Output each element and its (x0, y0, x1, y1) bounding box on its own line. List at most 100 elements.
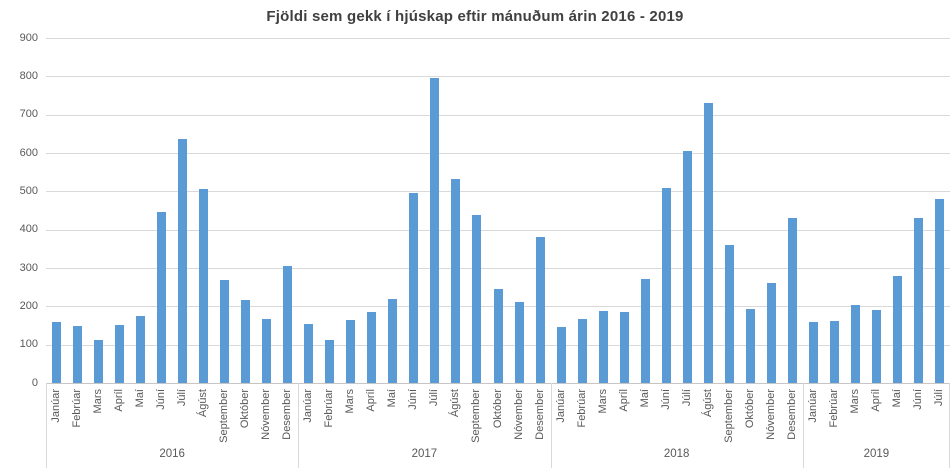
x-axis-month-label: Mars (344, 389, 357, 414)
x-axis-month-label: Febrúar (575, 389, 588, 428)
x-axis-month-label: Maí (134, 389, 147, 408)
x-axis-month-label: Júlí (176, 389, 189, 407)
bar-2017-Mars (346, 320, 356, 383)
bar-2017-Október (493, 289, 503, 383)
x-axis-year-label: 2018 (663, 448, 690, 460)
bar-2017-Ágúst (451, 178, 461, 383)
gridline (46, 38, 950, 39)
x-axis-month-label: Ágúst (197, 389, 210, 418)
x-axis-month-label: Maí (386, 389, 399, 408)
bar-2016-Ágúst (199, 189, 209, 383)
x-axis-month-label: Apríl (365, 389, 378, 412)
x-axis-month-label: Febrúar (323, 389, 336, 428)
bar-2016-Nóvember (262, 319, 272, 383)
chart-title: Fjöldi sem gekk í hjúskap eftir mánuðum … (266, 8, 684, 25)
x-axis-month-label: Mars (596, 389, 609, 414)
x-axis-month-label: Janúar (806, 389, 819, 423)
axis-separator (802, 383, 804, 468)
y-axis-tick-label: 400 (19, 223, 38, 236)
y-axis-tick-label: 200 (19, 299, 38, 312)
x-axis-year-label: 2019 (863, 448, 890, 460)
bar-2016-Janúar (52, 322, 61, 383)
x-axis-month-label: Janúar (50, 389, 62, 423)
x-axis-month-label: Október (491, 389, 504, 429)
x-axis-month-label: September (470, 389, 483, 443)
bar-2019-Júlí (934, 198, 944, 383)
bar-2019-Janúar (808, 321, 818, 383)
x-axis-month-label: Júní (911, 389, 924, 410)
x-axis-month-label: Febrúar (827, 389, 840, 428)
y-axis-tick-label: 900 (19, 31, 38, 44)
y-axis-tick-label: 300 (19, 261, 38, 274)
x-axis-month-label: Október (743, 389, 756, 429)
bar-2018-Maí (640, 279, 650, 383)
x-axis-month-label: Ágúst (449, 389, 462, 418)
bar-2018-Nóvember (766, 282, 776, 383)
x-axis-month-label: Desember (785, 389, 798, 440)
x-axis-month-label: Mars (848, 389, 861, 414)
bar-2017-Júní (409, 192, 419, 383)
x-axis-line (46, 383, 950, 384)
gridline (46, 76, 950, 78)
bar-2019-Mars (850, 305, 860, 383)
x-axis-month-label: Júlí (680, 389, 693, 407)
bar-2016-Mars (94, 340, 104, 383)
y-axis-tick-label: 600 (19, 146, 38, 159)
bar-2018-Desember (787, 217, 797, 383)
bar-2018-Apríl (619, 311, 629, 383)
gridline (46, 114, 950, 116)
x-axis-month-label: Nóvember (512, 389, 525, 440)
axis-separator (298, 383, 300, 468)
y-axis-tick-label: 500 (19, 184, 38, 197)
x-axis-month-label: Júlí (932, 389, 945, 407)
x-axis-month-label: Apríl (869, 389, 882, 412)
bar-2017-Apríl (367, 312, 377, 383)
bar-2016-Júní (157, 212, 167, 383)
bar-2016-Júlí (178, 138, 188, 383)
x-axis-month-label: Júní (155, 389, 168, 410)
x-axis-month-label: Nóvember (260, 389, 273, 440)
bar-2018-Júní (661, 188, 671, 383)
axis-separator (46, 383, 47, 468)
bar-2017-Janúar (304, 323, 314, 383)
bar-2016-Febrúar (73, 326, 83, 383)
x-axis-month-label: Janúar (554, 389, 567, 423)
bar-2018-Október (745, 309, 755, 383)
bar-2018-Mars (598, 311, 608, 383)
bar-2017-Maí (388, 299, 398, 383)
bar-2018-Ágúst (703, 103, 713, 383)
x-axis-month-label: Desember (533, 389, 546, 440)
bar-2017-Febrúar (325, 340, 335, 383)
bar-2016-Október (241, 300, 251, 383)
bar-2016-September (220, 279, 230, 383)
x-axis-year-label: 2016 (159, 448, 185, 460)
x-axis-month-label: Maí (638, 389, 651, 408)
x-axis-year-label: 2017 (411, 448, 438, 460)
x-axis-month-label: Október (239, 389, 252, 429)
x-axis-month-label: Desember (281, 389, 294, 440)
bar-2016-Apríl (115, 325, 125, 383)
bar-2017-Nóvember (514, 301, 524, 383)
x-axis-month-label: Maí (890, 389, 903, 408)
y-axis-tick-label: 700 (19, 108, 38, 121)
axis-separator (550, 383, 552, 468)
bar-2018-Febrúar (577, 319, 587, 383)
bar-2016-Desember (283, 266, 293, 383)
y-axis-tick-label: 800 (19, 69, 38, 82)
x-axis-month-label: Janúar (302, 389, 315, 423)
y-axis-tick-label: 0 (31, 376, 38, 389)
bar-2019-Júní (913, 218, 923, 383)
bar-2018-September (724, 244, 734, 383)
bar-2018-Janúar (556, 327, 566, 383)
bar-2019-Apríl (871, 310, 881, 383)
x-axis-month-label: September (218, 389, 231, 443)
x-axis-month-label: Nóvember (764, 389, 777, 440)
x-axis-month-label: Mars (92, 389, 105, 414)
bar-2017-September (472, 215, 482, 383)
x-axis-month-label: Júní (407, 389, 420, 410)
x-axis-month-label: Apríl (113, 389, 126, 412)
bar-2016-Maí (136, 315, 146, 383)
x-axis-month-label: Júlí (428, 389, 441, 407)
y-axis-tick-label: 100 (19, 338, 38, 351)
